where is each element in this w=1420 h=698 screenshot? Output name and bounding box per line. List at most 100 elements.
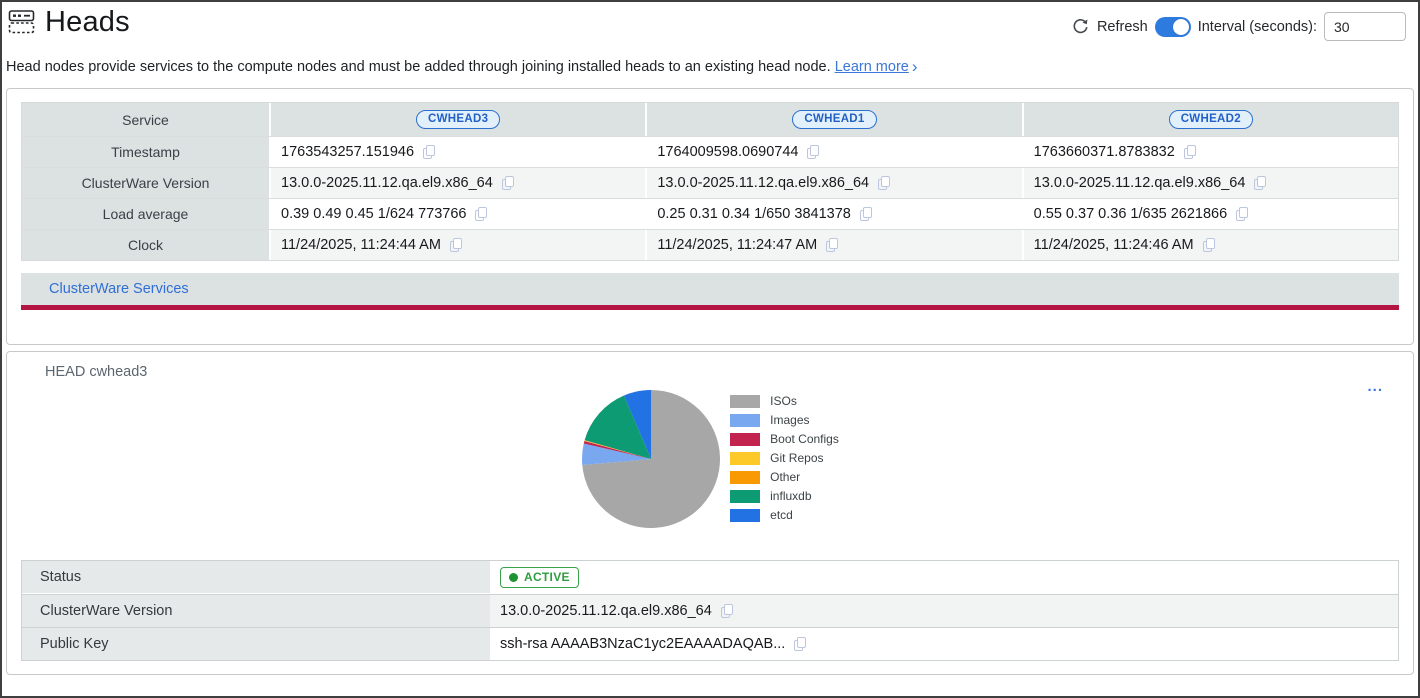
pie-slice-influxdb (584, 395, 652, 459)
load-row-label: Load average (22, 199, 269, 229)
pie-slice-other (584, 440, 652, 459)
version-value: 13.0.0-2025.11.12.qa.el9.x86_64 (657, 175, 870, 191)
legend-swatch-icon (730, 470, 761, 484)
public-key-row: Public Key ssh-rsa AAAAB3NzaC1yc2EAAAADA… (22, 627, 1398, 660)
pie-legend: ISOs Images Boot Configs Git Repos Other infl… (730, 389, 839, 522)
more-menu-button[interactable]: ... (1367, 378, 1383, 395)
detail-version-row: ClusterWare Version 13.0.0-2025.11.12.qa… (22, 594, 1398, 627)
legend-item: influxdb (730, 489, 839, 503)
legend-label: influxdb (770, 489, 812, 503)
legend-item: Boot Configs (730, 432, 839, 446)
toggle-knob (1172, 18, 1189, 35)
clusterware-services-bar: ClusterWare Services (21, 273, 1399, 305)
pie-slice-git-repos (584, 440, 652, 459)
interval-label: Interval (seconds): (1197, 18, 1317, 35)
head-pill-cwhead3[interactable]: CWHEAD3 (416, 110, 501, 129)
pie-slice-isos (582, 390, 721, 528)
detail-version-label: ClusterWare Version (22, 595, 490, 627)
copy-icon[interactable] (878, 176, 891, 190)
copy-icon[interactable] (1202, 238, 1215, 252)
legend-item: ISOs (730, 394, 839, 408)
public-key-value: ssh-rsa AAAAB3NzaC1yc2EAAAADAQAB... (500, 636, 786, 652)
accent-bar (21, 305, 1399, 310)
status-value-cell: ACTIVE (490, 561, 1398, 594)
detail-version-value: 13.0.0-2025.11.12.qa.el9.x86_64 (500, 603, 712, 619)
public-key-label: Public Key (22, 628, 490, 660)
refresh-controls: Refresh Interval (seconds): (1071, 12, 1406, 41)
timestamp-value: 1764009598.0690744 (657, 144, 799, 160)
detail-version-value-cell: 13.0.0-2025.11.12.qa.el9.x86_64 (490, 595, 1398, 627)
version-row-label: ClusterWare Version (22, 168, 269, 198)
status-dot-icon (509, 572, 518, 582)
copy-icon[interactable] (1183, 145, 1196, 159)
legend-swatch-icon (730, 451, 761, 465)
copy-icon[interactable] (794, 637, 807, 651)
service-header-label: Service (22, 103, 269, 136)
pie-slice-etcd (624, 390, 652, 459)
page-description: Head nodes provide services to the compu… (2, 56, 1418, 76)
copy-icon[interactable] (475, 207, 488, 221)
refresh-label: Refresh (1096, 18, 1148, 35)
refresh-icon[interactable] (1071, 17, 1090, 36)
legend-item: etcd (730, 508, 839, 522)
public-key-value-cell: ssh-rsa AAAAB3NzaC1yc2EAAAADAQAB... (490, 628, 1398, 660)
head-detail-title: HEAD cwhead3 (45, 364, 148, 380)
description-text: Head nodes provide services to the compu… (6, 59, 831, 75)
chevron-right-icon: › (911, 57, 918, 76)
heads-overview-card: Service CWHEAD3 CWHEAD1 CWHEAD2 Timestam… (6, 88, 1414, 345)
refresh-toggle[interactable] (1154, 16, 1191, 37)
table-header-row: Service CWHEAD3 CWHEAD1 CWHEAD2 (22, 103, 1398, 136)
legend-label: Git Repos (770, 451, 824, 465)
legend-item: Other (730, 470, 839, 484)
pie-slice-boot-configs (583, 441, 652, 459)
learn-more-link[interactable]: Learn more (834, 59, 909, 75)
clock-value: 11/24/2025, 11:24:47 AM (657, 237, 818, 253)
copy-icon[interactable] (501, 176, 514, 190)
copy-icon[interactable] (720, 604, 733, 618)
status-row: Status ACTIVE (22, 561, 1398, 594)
status-label: Status (22, 561, 490, 593)
heads-comparison-table: Service CWHEAD3 CWHEAD1 CWHEAD2 Timestam… (21, 102, 1399, 261)
version-row: ClusterWare Version 13.0.0-2025.11.12.qa… (22, 167, 1398, 198)
head-pill-cwhead1[interactable]: CWHEAD1 (792, 110, 877, 129)
head-pill-cwhead2[interactable]: CWHEAD2 (1168, 110, 1253, 129)
legend-label: Images (770, 413, 810, 427)
legend-label: ISOs (770, 394, 797, 408)
top-bar: Heads Refresh Interval (seconds): (2, 2, 1418, 41)
version-value: 13.0.0-2025.11.12.qa.el9.x86_64 (281, 175, 493, 191)
legend-label: Other (770, 470, 801, 484)
load-value: 0.55 0.37 0.36 1/635 2621866 (1033, 206, 1228, 222)
legend-swatch-icon (730, 432, 761, 446)
page-title: Heads (45, 6, 130, 38)
copy-icon[interactable] (1236, 207, 1249, 221)
copy-icon[interactable] (423, 145, 436, 159)
clock-value: 11/24/2025, 11:24:44 AM (281, 237, 441, 253)
legend-item: Git Repos (730, 451, 839, 465)
clusterware-services-link[interactable]: ClusterWare Services (49, 281, 189, 297)
copy-icon[interactable] (859, 207, 872, 221)
legend-swatch-icon (730, 508, 761, 522)
page-title-group: Heads (8, 6, 130, 39)
legend-swatch-icon (730, 413, 761, 427)
copy-icon[interactable] (1254, 176, 1267, 190)
status-badge: ACTIVE (500, 567, 579, 588)
storage-pie-chart (582, 390, 721, 528)
version-value: 13.0.0-2025.11.12.qa.el9.x86_64 (1033, 175, 1246, 191)
load-average-row: Load average 0.39 0.49 0.45 1/624 773766… (22, 198, 1398, 229)
copy-icon[interactable] (826, 238, 839, 252)
head-info-table: Status ACTIVE ClusterWare Version 13.0.0… (21, 560, 1399, 661)
legend-item: Images (730, 413, 839, 427)
legend-label: Boot Configs (770, 432, 839, 446)
head-detail-card: HEAD cwhead3 ... ISOs Images Boot Configs G… (6, 351, 1414, 675)
timestamp-row-label: Timestamp (22, 137, 269, 167)
interval-input[interactable] (1324, 12, 1406, 41)
clock-value: 11/24/2025, 11:24:46 AM (1033, 237, 1194, 253)
copy-icon[interactable] (807, 145, 820, 159)
pie-slice-images (582, 443, 652, 466)
clock-row-label: Clock (22, 230, 269, 260)
load-value: 0.39 0.49 0.45 1/624 773766 (281, 206, 467, 222)
timestamp-row: Timestamp 1763543257.151946 1764009598.0… (22, 136, 1398, 167)
copy-icon[interactable] (449, 238, 462, 252)
timestamp-value: 1763660371.8783832 (1033, 144, 1175, 160)
heads-icon (8, 10, 35, 34)
